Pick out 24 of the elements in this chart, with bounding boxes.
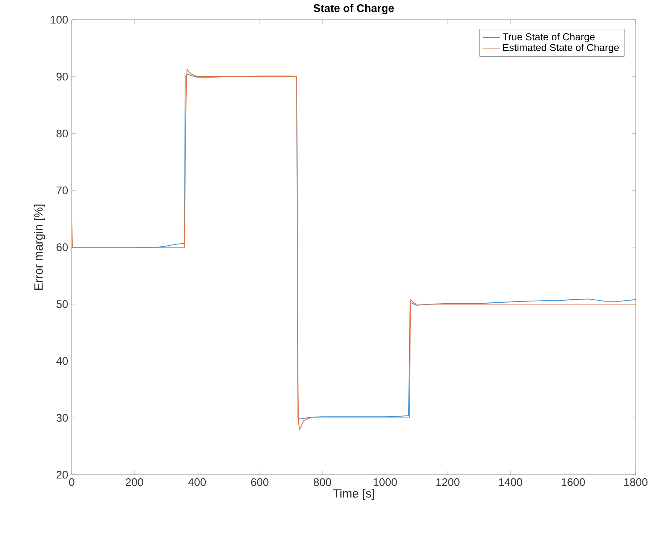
x-tick-label: 1600	[562, 478, 586, 486]
x-tick-label: 1800	[624, 478, 648, 486]
y-tick-label: 20	[56, 471, 68, 479]
x-axis-title: Time [s]	[333, 489, 374, 500]
y-tick-label: 40	[56, 357, 68, 366]
x-tick-label: 1400	[499, 478, 522, 486]
y-axis-title: Error margin [%]	[34, 204, 46, 290]
y-tick-label: 50	[56, 300, 68, 308]
y-tick-label: 100	[51, 16, 68, 24]
y-tick-label: 30	[56, 414, 68, 422]
legend-label: Estimated State of Charge	[504, 44, 620, 54]
x-tick-label: 200	[126, 478, 144, 486]
x-tick-label: 1200	[436, 478, 460, 486]
legend-label: True State of Charge	[502, 33, 595, 43]
x-tick-label: 400	[188, 478, 206, 486]
x-tick-label: 0	[69, 478, 75, 486]
y-tick-label: 70	[56, 186, 68, 195]
y-tick-label: 90	[56, 73, 68, 81]
y-tick-label: 60	[56, 244, 68, 252]
chart-title: State of Charge	[314, 4, 394, 15]
y-tick-label: 80	[56, 130, 68, 138]
x-tick-label: 600	[251, 478, 269, 486]
x-tick-label: 800	[314, 478, 332, 486]
x-tick-label: 1000	[374, 478, 398, 486]
